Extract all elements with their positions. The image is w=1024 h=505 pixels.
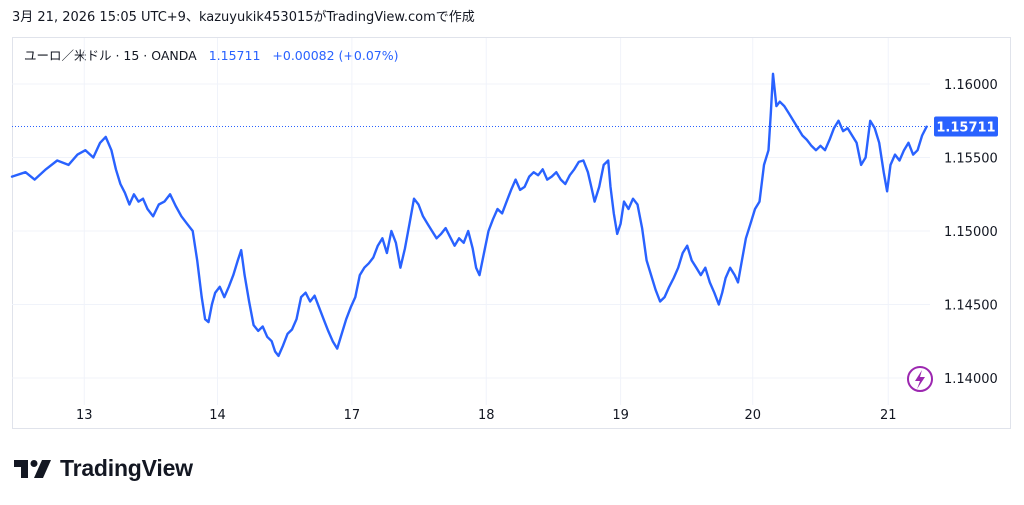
brand-name: TradingView <box>60 455 193 481</box>
snapshot-caption: 3月 21, 2026 15:05 UTC+9、kazuyukik453015が… <box>12 10 475 25</box>
chart-frame <box>12 37 1011 429</box>
x-tick-label: 17 <box>344 408 361 423</box>
time-axis: 13 14 17 18 19 20 21 <box>76 408 897 423</box>
grid <box>12 38 930 405</box>
y-tick-label: 1.15500 <box>944 152 998 167</box>
x-tick-label: 14 <box>209 408 226 423</box>
series-layer <box>10 72 932 358</box>
lightning-icon[interactable] <box>907 366 933 392</box>
y-tick-label: 1.14000 <box>944 372 998 387</box>
tradingview-logo-icon <box>14 459 51 478</box>
chart-legend: ユーロ／米ドル · 15 · OANDA 1.15711 +0.00082 (+… <box>24 45 406 64</box>
y-tick-label: 1.15000 <box>944 225 998 240</box>
x-tick-label: 18 <box>478 408 495 423</box>
last-price-badge-label: 1.15711 <box>936 121 995 136</box>
x-tick-label: 21 <box>880 408 897 423</box>
x-tick-label: 19 <box>612 408 629 423</box>
legend-change: +0.00082 (+0.07%) <box>272 48 399 63</box>
price-axis: 1.16000 1.15500 1.15000 1.14500 1.14000 <box>944 78 998 387</box>
last-price-badge <box>934 116 998 137</box>
last-price-badge-layer: 1.15711 <box>934 116 998 137</box>
x-tick-label: 13 <box>76 408 93 423</box>
legend-last-price: 1.15711 <box>208 48 261 63</box>
price-series-line[interactable] <box>10 72 928 358</box>
tradingview-brand[interactable]: TradingView <box>14 455 193 482</box>
x-tick-label: 20 <box>744 408 761 423</box>
y-tick-label: 1.14500 <box>944 298 998 313</box>
legend-symbol[interactable]: ユーロ／米ドル · 15 · OANDA <box>24 48 197 63</box>
y-tick-label: 1.16000 <box>944 78 998 93</box>
